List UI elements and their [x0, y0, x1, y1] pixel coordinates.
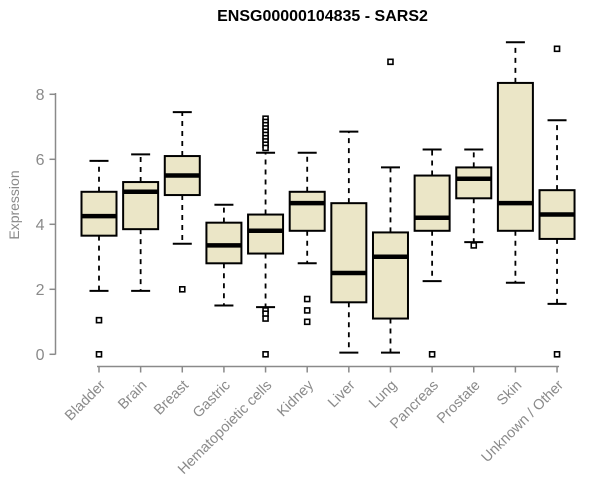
boxplot-group-liver	[330, 130, 368, 354]
x-tick-label: Lung	[366, 378, 400, 412]
outlier-point	[178, 285, 186, 293]
outlier-point	[303, 295, 311, 303]
outlier-point	[303, 318, 311, 326]
boxplot-group-pancreas	[413, 148, 451, 358]
chart-title: ENSG00000104835 - SARS2	[217, 8, 428, 25]
box	[288, 190, 326, 232]
outlier-point	[262, 350, 269, 358]
outlier-point	[95, 316, 103, 324]
box	[455, 166, 493, 200]
outlier-point	[553, 350, 561, 358]
outlier-point	[553, 45, 561, 53]
box	[122, 181, 160, 231]
outlier-point	[95, 350, 103, 358]
x-tick-label: Prostate	[434, 378, 483, 427]
x-tick-label: Breast	[151, 378, 192, 419]
boxplot-group-lung	[371, 58, 409, 354]
outlier-point	[303, 307, 311, 314]
outlier-point	[262, 315, 269, 322]
box	[247, 213, 285, 255]
y-tick-label: 4	[36, 217, 45, 234]
box	[205, 221, 243, 265]
box	[496, 81, 534, 232]
outlier-point	[387, 58, 394, 66]
outlier-point	[428, 350, 436, 358]
boxplot-group-bladder	[80, 159, 118, 358]
x-tick-label: Kidney	[274, 377, 317, 420]
box	[80, 190, 118, 237]
y-tick-label: 6	[36, 152, 45, 169]
x-tick-label: Bladder	[62, 377, 109, 424]
boxplot-group-unknown-other	[538, 45, 576, 358]
boxplot-group-skin	[496, 41, 534, 284]
x-tick-label: Liver	[325, 377, 359, 411]
outlier-point	[262, 144, 269, 152]
boxplot-group-hematopoietic-cells	[247, 115, 285, 358]
boxplot-group-kidney	[288, 151, 326, 326]
y-axis: 0 2 4 6 8	[36, 87, 57, 364]
boxplot-group-prostate	[455, 148, 493, 249]
boxplot-group-gastric	[205, 203, 243, 307]
y-tick-label: 0	[36, 347, 45, 364]
box	[330, 202, 368, 304]
outlier-point	[470, 242, 478, 249]
box	[371, 231, 409, 320]
x-tick-label: Brain	[115, 378, 150, 413]
boxplot-group-breast	[163, 111, 201, 293]
box	[413, 174, 451, 232]
boxplot-group-brain	[122, 153, 160, 292]
y-tick-label: 2	[36, 282, 45, 299]
y-tick-label: 8	[36, 87, 45, 104]
x-tick-label: Skin	[494, 378, 525, 409]
